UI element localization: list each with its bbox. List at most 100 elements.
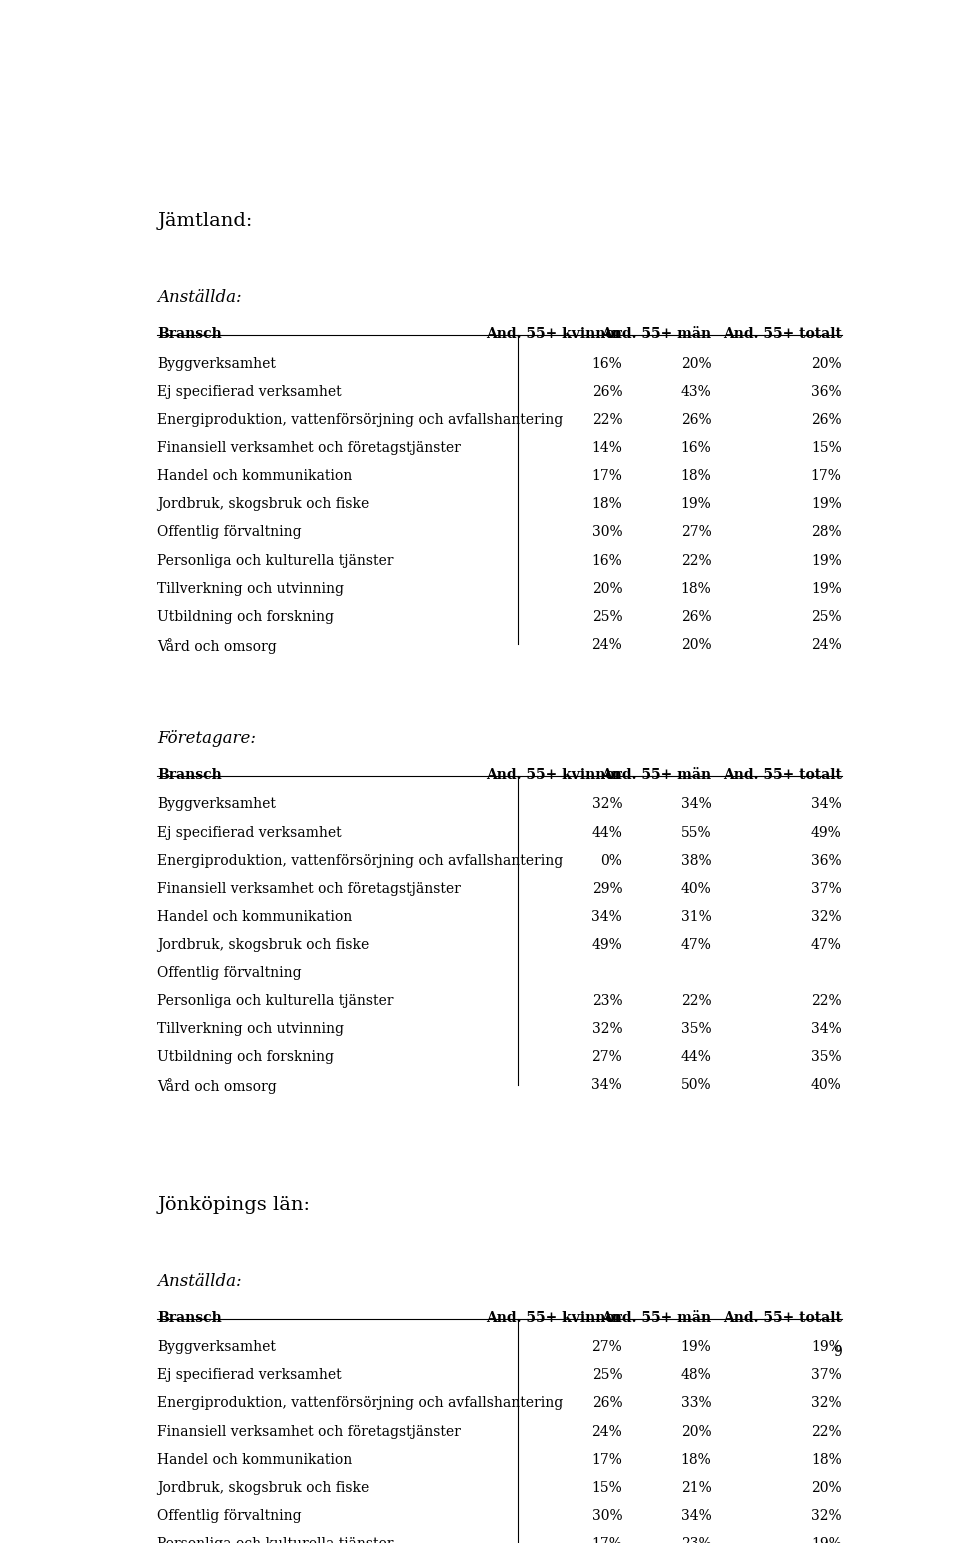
Text: 15%: 15%	[811, 441, 842, 455]
Text: 20%: 20%	[811, 1481, 842, 1495]
Text: 19%: 19%	[681, 1341, 711, 1355]
Text: 22%: 22%	[681, 994, 711, 1008]
Text: 36%: 36%	[811, 853, 842, 867]
Text: 38%: 38%	[681, 853, 711, 867]
Text: 33%: 33%	[681, 1396, 711, 1410]
Text: And. 55+ män: And. 55+ män	[601, 768, 711, 782]
Text: And. 55+ kvinnor: And. 55+ kvinnor	[487, 768, 622, 782]
Text: 20%: 20%	[681, 637, 711, 651]
Text: Ej specifierad verksamhet: Ej specifierad verksamhet	[157, 1369, 342, 1383]
Text: Företagare:: Företagare:	[157, 730, 256, 747]
Text: 47%: 47%	[681, 938, 711, 952]
Text: 16%: 16%	[591, 554, 622, 568]
Text: 35%: 35%	[811, 1051, 842, 1065]
Text: Byggverksamhet: Byggverksamhet	[157, 1341, 276, 1355]
Text: 20%: 20%	[811, 356, 842, 370]
Text: And. 55+ män: And. 55+ män	[601, 1312, 711, 1325]
Text: Anställda:: Anställda:	[157, 289, 242, 306]
Text: 16%: 16%	[681, 441, 711, 455]
Text: Tillverkning och utvinning: Tillverkning och utvinning	[157, 1023, 345, 1037]
Text: 20%: 20%	[681, 356, 711, 370]
Text: 27%: 27%	[591, 1051, 622, 1065]
Text: 22%: 22%	[811, 994, 842, 1008]
Text: 55%: 55%	[681, 826, 711, 839]
Text: Utbildning och forskning: Utbildning och forskning	[157, 609, 334, 623]
Text: 0%: 0%	[600, 853, 622, 867]
Text: Jordbruk, skogsbruk och fiske: Jordbruk, skogsbruk och fiske	[157, 497, 370, 511]
Text: 24%: 24%	[591, 637, 622, 651]
Text: 22%: 22%	[811, 1424, 842, 1438]
Text: 25%: 25%	[591, 1369, 622, 1383]
Text: Finansiell verksamhet och företagstjänster: Finansiell verksamhet och företagstjänst…	[157, 881, 461, 896]
Text: 34%: 34%	[811, 1023, 842, 1037]
Text: 27%: 27%	[591, 1341, 622, 1355]
Text: Vård och omsorg: Vård och omsorg	[157, 637, 276, 654]
Text: 32%: 32%	[591, 1023, 622, 1037]
Text: Jordbruk, skogsbruk och fiske: Jordbruk, skogsbruk och fiske	[157, 938, 370, 952]
Text: 44%: 44%	[591, 826, 622, 839]
Text: Energiproduktion, vattenförsörjning och avfallshantering: Energiproduktion, vattenförsörjning och …	[157, 853, 564, 867]
Text: 18%: 18%	[591, 497, 622, 511]
Text: 19%: 19%	[811, 1341, 842, 1355]
Text: 19%: 19%	[811, 582, 842, 596]
Text: Bransch: Bransch	[157, 1312, 222, 1325]
Text: 36%: 36%	[811, 384, 842, 400]
Text: 26%: 26%	[681, 414, 711, 427]
Text: Jordbruk, skogsbruk och fiske: Jordbruk, skogsbruk och fiske	[157, 1481, 370, 1495]
Text: Bransch: Bransch	[157, 327, 222, 341]
Text: Personliga och kulturella tjänster: Personliga och kulturella tjänster	[157, 554, 394, 568]
Text: Personliga och kulturella tjänster: Personliga och kulturella tjänster	[157, 994, 394, 1008]
Text: 26%: 26%	[591, 1396, 622, 1410]
Text: 16%: 16%	[591, 356, 622, 370]
Text: 27%: 27%	[681, 526, 711, 540]
Text: 25%: 25%	[811, 609, 842, 623]
Text: 43%: 43%	[681, 384, 711, 400]
Text: And. 55+ totalt: And. 55+ totalt	[723, 1312, 842, 1325]
Text: 23%: 23%	[681, 1537, 711, 1543]
Text: 34%: 34%	[591, 910, 622, 924]
Text: 37%: 37%	[811, 881, 842, 896]
Text: 19%: 19%	[681, 497, 711, 511]
Text: 17%: 17%	[811, 469, 842, 483]
Text: 26%: 26%	[811, 414, 842, 427]
Text: Finansiell verksamhet och företagstjänster: Finansiell verksamhet och företagstjänst…	[157, 1424, 461, 1438]
Text: 34%: 34%	[811, 798, 842, 812]
Text: 28%: 28%	[811, 526, 842, 540]
Text: 15%: 15%	[591, 1481, 622, 1495]
Text: 32%: 32%	[811, 1509, 842, 1523]
Text: 34%: 34%	[591, 1079, 622, 1092]
Text: 26%: 26%	[591, 384, 622, 400]
Text: 29%: 29%	[591, 881, 622, 896]
Text: 34%: 34%	[681, 798, 711, 812]
Text: Handel och kommunikation: Handel och kommunikation	[157, 469, 352, 483]
Text: 21%: 21%	[681, 1481, 711, 1495]
Text: Tillverkning och utvinning: Tillverkning och utvinning	[157, 582, 345, 596]
Text: 32%: 32%	[811, 910, 842, 924]
Text: 14%: 14%	[591, 441, 622, 455]
Text: 19%: 19%	[811, 554, 842, 568]
Text: Byggverksamhet: Byggverksamhet	[157, 356, 276, 370]
Text: Personliga och kulturella tjänster: Personliga och kulturella tjänster	[157, 1537, 394, 1543]
Text: 18%: 18%	[811, 1452, 842, 1467]
Text: Handel och kommunikation: Handel och kommunikation	[157, 910, 352, 924]
Text: And. 55+ kvinnor: And. 55+ kvinnor	[487, 1312, 622, 1325]
Text: 19%: 19%	[811, 497, 842, 511]
Text: 35%: 35%	[681, 1023, 711, 1037]
Text: Energiproduktion, vattenförsörjning och avfallshantering: Energiproduktion, vattenförsörjning och …	[157, 1396, 564, 1410]
Text: 32%: 32%	[591, 798, 622, 812]
Text: 23%: 23%	[591, 994, 622, 1008]
Text: 48%: 48%	[681, 1369, 711, 1383]
Text: 31%: 31%	[681, 910, 711, 924]
Text: 25%: 25%	[591, 609, 622, 623]
Text: And. 55+ totalt: And. 55+ totalt	[723, 768, 842, 782]
Text: Vård och omsorg: Vård och omsorg	[157, 1079, 276, 1094]
Text: Ej specifierad verksamhet: Ej specifierad verksamhet	[157, 826, 342, 839]
Text: Ej specifierad verksamhet: Ej specifierad verksamhet	[157, 384, 342, 400]
Text: 18%: 18%	[681, 582, 711, 596]
Text: 32%: 32%	[811, 1396, 842, 1410]
Text: Jönköpings län:: Jönköpings län:	[157, 1196, 310, 1214]
Text: Anställda:: Anställda:	[157, 1273, 242, 1290]
Text: Byggverksamhet: Byggverksamhet	[157, 798, 276, 812]
Text: 17%: 17%	[591, 1452, 622, 1467]
Text: Finansiell verksamhet och företagstjänster: Finansiell verksamhet och företagstjänst…	[157, 441, 461, 455]
